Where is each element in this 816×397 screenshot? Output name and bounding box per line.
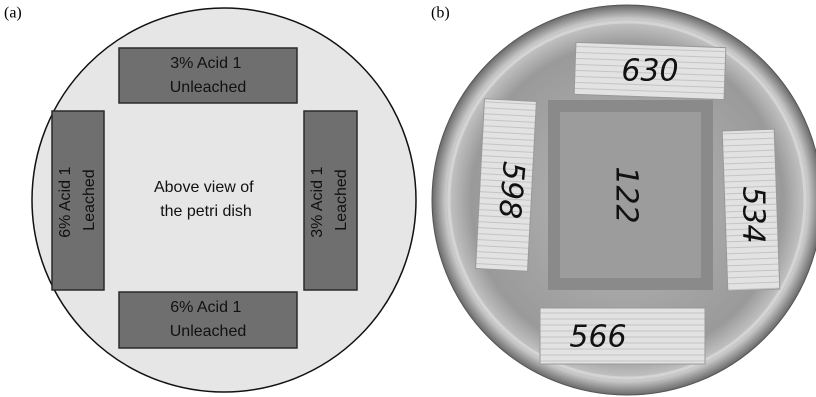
panel-label: (b) [431, 5, 450, 22]
handwritten-label: 122 [609, 166, 644, 223]
panel-b: (b) 630 598 122 534 566 [431, 5, 816, 395]
panel-label: (a) [4, 5, 22, 22]
handwritten-label: 566 [569, 320, 626, 355]
figure: (a) 3% Acid 1 Unleached 6% Acid 1 Leache… [0, 0, 816, 397]
text-line: the petri dish [160, 203, 252, 220]
handwritten-label: 598 [491, 160, 531, 220]
handwritten-label: 630 [621, 54, 678, 89]
text-line: 6% Acid 1 [57, 167, 74, 238]
text-line: Leached [81, 169, 98, 230]
panel-a: (a) 3% Acid 1 Unleached 6% Acid 1 Leache… [4, 5, 416, 392]
text-line: Unleached [170, 323, 247, 340]
text-line: Unleached [170, 79, 247, 96]
text-line: 6% Acid 1 [170, 299, 241, 316]
text-line: Leached [333, 169, 350, 230]
text-line: 3% Acid 1 [309, 167, 326, 238]
handwritten-label: 534 [736, 186, 771, 243]
text-line: Above view of [154, 179, 254, 196]
text-line: 3% Acid 1 [170, 55, 241, 72]
